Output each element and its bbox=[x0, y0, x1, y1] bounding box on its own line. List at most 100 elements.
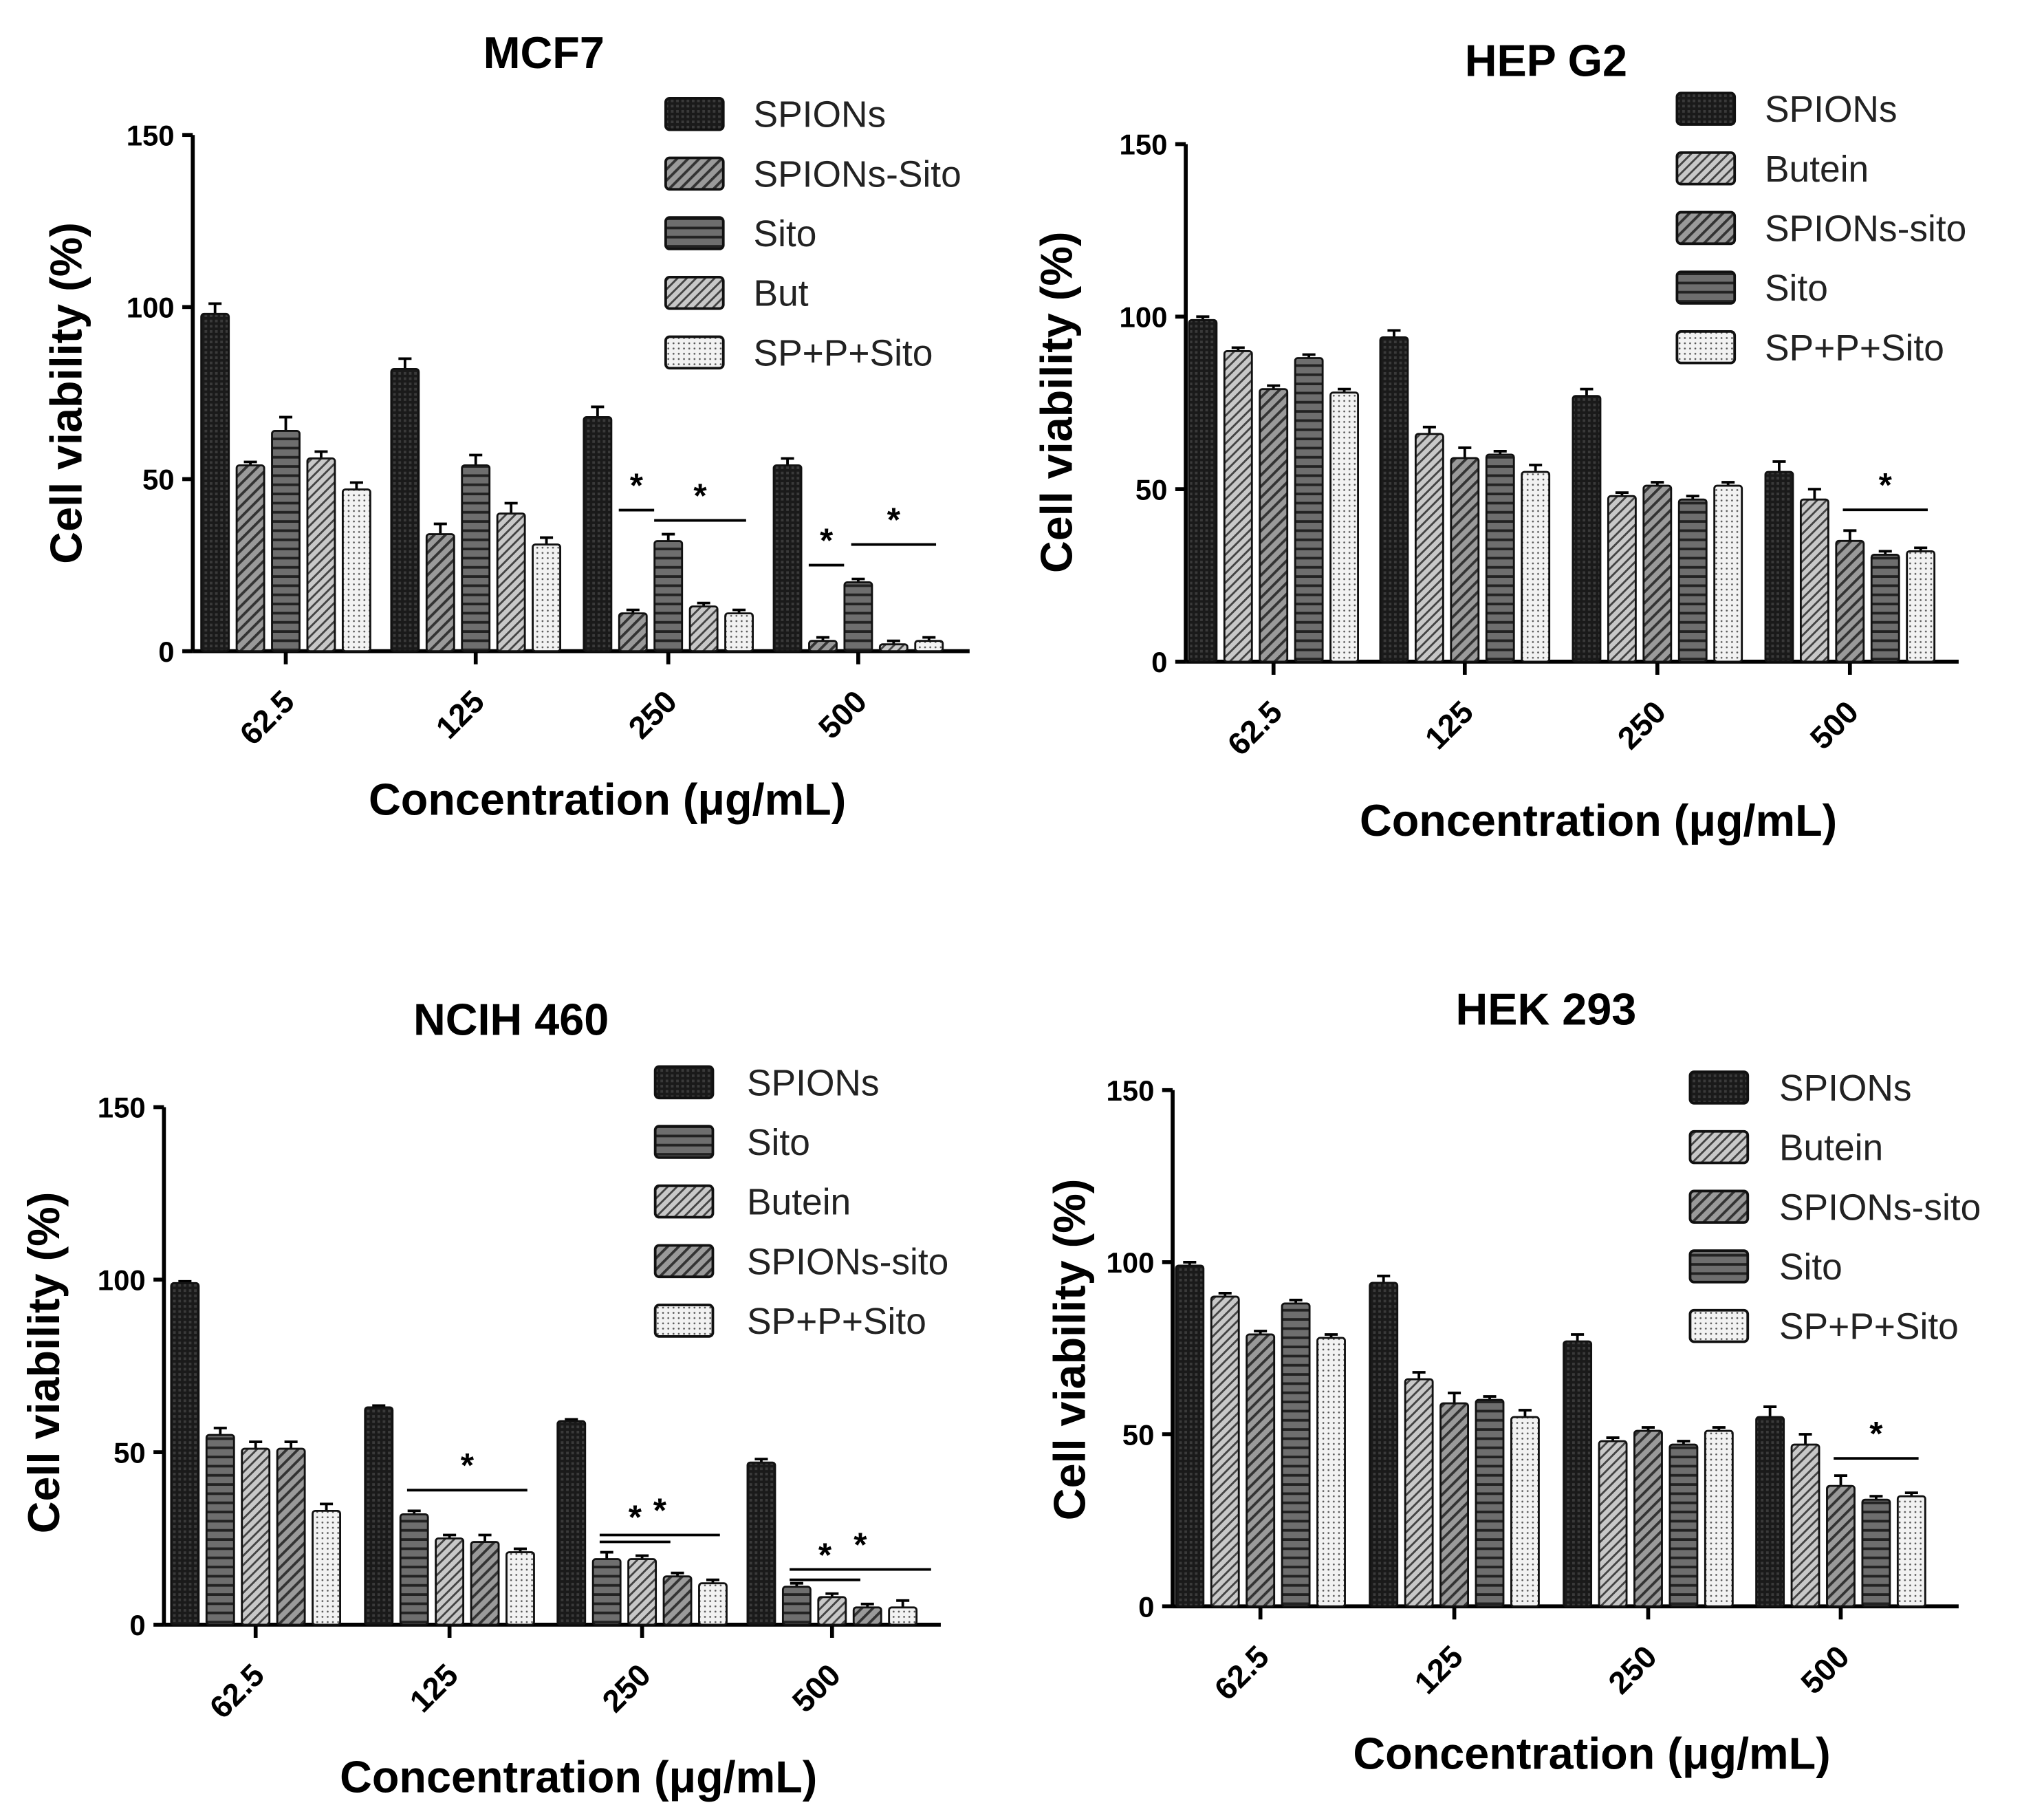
x-tick-label: 250 bbox=[1602, 1639, 1664, 1700]
chart-2: NCIH 460 0 50 100 150 Cell viability (%) Conce… bbox=[19, 995, 948, 1802]
bar-sp-p-sito bbox=[341, 488, 371, 653]
bar-spions bbox=[1369, 1282, 1399, 1608]
bar-spions bbox=[390, 367, 420, 653]
y-tick-label: 150 bbox=[127, 119, 175, 151]
bar-spions-sito bbox=[1246, 1333, 1276, 1608]
legend-swatch bbox=[653, 1244, 715, 1279]
bar-sp-p-sito bbox=[1896, 1495, 1926, 1608]
legend-swatch bbox=[1688, 1189, 1750, 1224]
legend-swatch bbox=[1675, 91, 1737, 126]
x-tick-label: 62.5 bbox=[1221, 694, 1289, 762]
bar-butein bbox=[1598, 1440, 1628, 1608]
y-tick-label: 100 bbox=[98, 1264, 146, 1297]
y-tick-label: 150 bbox=[1106, 1074, 1154, 1107]
bar-spions bbox=[772, 464, 803, 653]
y-axis-label: Cell viability (%) bbox=[1031, 231, 1081, 573]
legend-label: SPIONs bbox=[1779, 1068, 1912, 1109]
legend-label: SPIONs bbox=[1765, 89, 1898, 130]
bar-sp-p-sito bbox=[724, 612, 754, 653]
bar-spions bbox=[1379, 336, 1409, 663]
bar-sito bbox=[591, 1558, 622, 1626]
x-axis-label: Concentration (μg/mL) bbox=[340, 1752, 817, 1802]
bar-spions-sito bbox=[276, 1447, 306, 1626]
x-tick-label: 125 bbox=[429, 684, 491, 746]
chart-title: HEK 293 bbox=[1456, 984, 1637, 1035]
bar-sp-p-sito bbox=[888, 1606, 918, 1626]
legend-label: Sito bbox=[1765, 268, 1828, 309]
legend-label: SP+P+Sito bbox=[747, 1301, 926, 1342]
y-tick-label: 0 bbox=[1151, 646, 1167, 678]
bar-spions bbox=[1188, 318, 1218, 663]
legend-label: SPIONs-Sito bbox=[754, 154, 961, 195]
x-tick-label: 125 bbox=[403, 1657, 465, 1719]
bar-butein bbox=[1799, 498, 1829, 663]
bar-spions-sito bbox=[425, 533, 455, 653]
x-tick-label: 500 bbox=[785, 1657, 847, 1719]
bar-but bbox=[878, 643, 909, 653]
legend-label: SPIONs-sito bbox=[747, 1242, 948, 1282]
bar-sito bbox=[1475, 1398, 1505, 1608]
bar-sp-p-sito bbox=[1510, 1416, 1540, 1608]
legend-swatch bbox=[1675, 151, 1737, 186]
legend-swatch bbox=[664, 216, 725, 250]
chart-title: MCF7 bbox=[483, 28, 605, 78]
bar-sp-p-sito bbox=[1713, 484, 1743, 663]
bar-spions-sito bbox=[618, 612, 648, 653]
y-tick-label: 50 bbox=[142, 464, 175, 496]
bar-spions bbox=[1755, 1416, 1785, 1608]
x-tick-label: 500 bbox=[1803, 694, 1865, 756]
bar-sp-p-sito bbox=[1329, 391, 1359, 663]
chart-0: MCF7 0 50 100 150 Cell viability (%) Concentra… bbox=[41, 28, 970, 825]
bar-sito bbox=[461, 464, 491, 653]
y-tick-label: 100 bbox=[127, 292, 175, 324]
x-axis-label: Concentration (μg/mL) bbox=[369, 775, 846, 825]
legend-label: But bbox=[754, 274, 809, 314]
bar-spions bbox=[170, 1282, 200, 1626]
legend-swatch bbox=[1675, 330, 1737, 365]
legend-label: SPIONs-sito bbox=[1779, 1187, 1981, 1228]
y-tick-label: 50 bbox=[1122, 1418, 1155, 1451]
chart-1: HEP G2 0 50 100 150 Cell viability (%) Concent… bbox=[1031, 35, 1966, 845]
x-tick-label: 125 bbox=[1408, 1639, 1470, 1700]
bar-butein bbox=[1790, 1443, 1820, 1608]
legend-swatch bbox=[653, 1304, 715, 1338]
y-tick-label: 150 bbox=[98, 1092, 146, 1124]
chart-title: NCIH 460 bbox=[413, 995, 609, 1045]
legend-swatch bbox=[1688, 1129, 1750, 1165]
bar-spions-sito bbox=[808, 640, 838, 653]
chart-3: HEK 293 0 50 100 150 Cell viability (%) Concen… bbox=[1044, 984, 1981, 1779]
legend-label: Butein bbox=[747, 1182, 851, 1223]
bar-spions-sito bbox=[1835, 539, 1865, 663]
significance-star: * bbox=[1879, 466, 1893, 504]
bar-sito bbox=[1677, 498, 1708, 663]
legend-label: Sito bbox=[754, 214, 817, 255]
bar-sito bbox=[1485, 453, 1515, 663]
bar-spions bbox=[556, 1420, 587, 1626]
bar-spions bbox=[200, 312, 230, 653]
x-tick-label: 250 bbox=[596, 1657, 657, 1719]
significance-star: * bbox=[887, 501, 901, 539]
bar-sito bbox=[1870, 553, 1900, 663]
bar-sito bbox=[205, 1434, 235, 1626]
bar-spions bbox=[1572, 395, 1602, 663]
x-tick-label: 250 bbox=[1611, 694, 1673, 756]
y-tick-label: 150 bbox=[1120, 129, 1168, 161]
y-tick-label: 0 bbox=[158, 636, 174, 668]
y-tick-label: 0 bbox=[129, 1609, 145, 1641]
significance-star: * bbox=[629, 1498, 642, 1536]
legend-label: SP+P+Sito bbox=[1779, 1307, 1959, 1348]
significance-star: * bbox=[630, 466, 644, 504]
bar-spions-sito bbox=[1826, 1484, 1856, 1608]
x-tick-label: 125 bbox=[1418, 694, 1480, 756]
bar-sp-p-sito bbox=[1316, 1337, 1346, 1608]
bar-but bbox=[496, 512, 526, 653]
legend-swatch bbox=[664, 335, 725, 370]
legend-swatch bbox=[653, 1065, 715, 1100]
bar-butein bbox=[1607, 495, 1637, 663]
bar-spions-sito bbox=[662, 1575, 693, 1626]
y-axis-label: Cell viability (%) bbox=[19, 1192, 69, 1534]
bar-spions bbox=[1764, 471, 1794, 663]
bar-spions bbox=[746, 1461, 776, 1626]
bar-spions bbox=[364, 1406, 394, 1626]
